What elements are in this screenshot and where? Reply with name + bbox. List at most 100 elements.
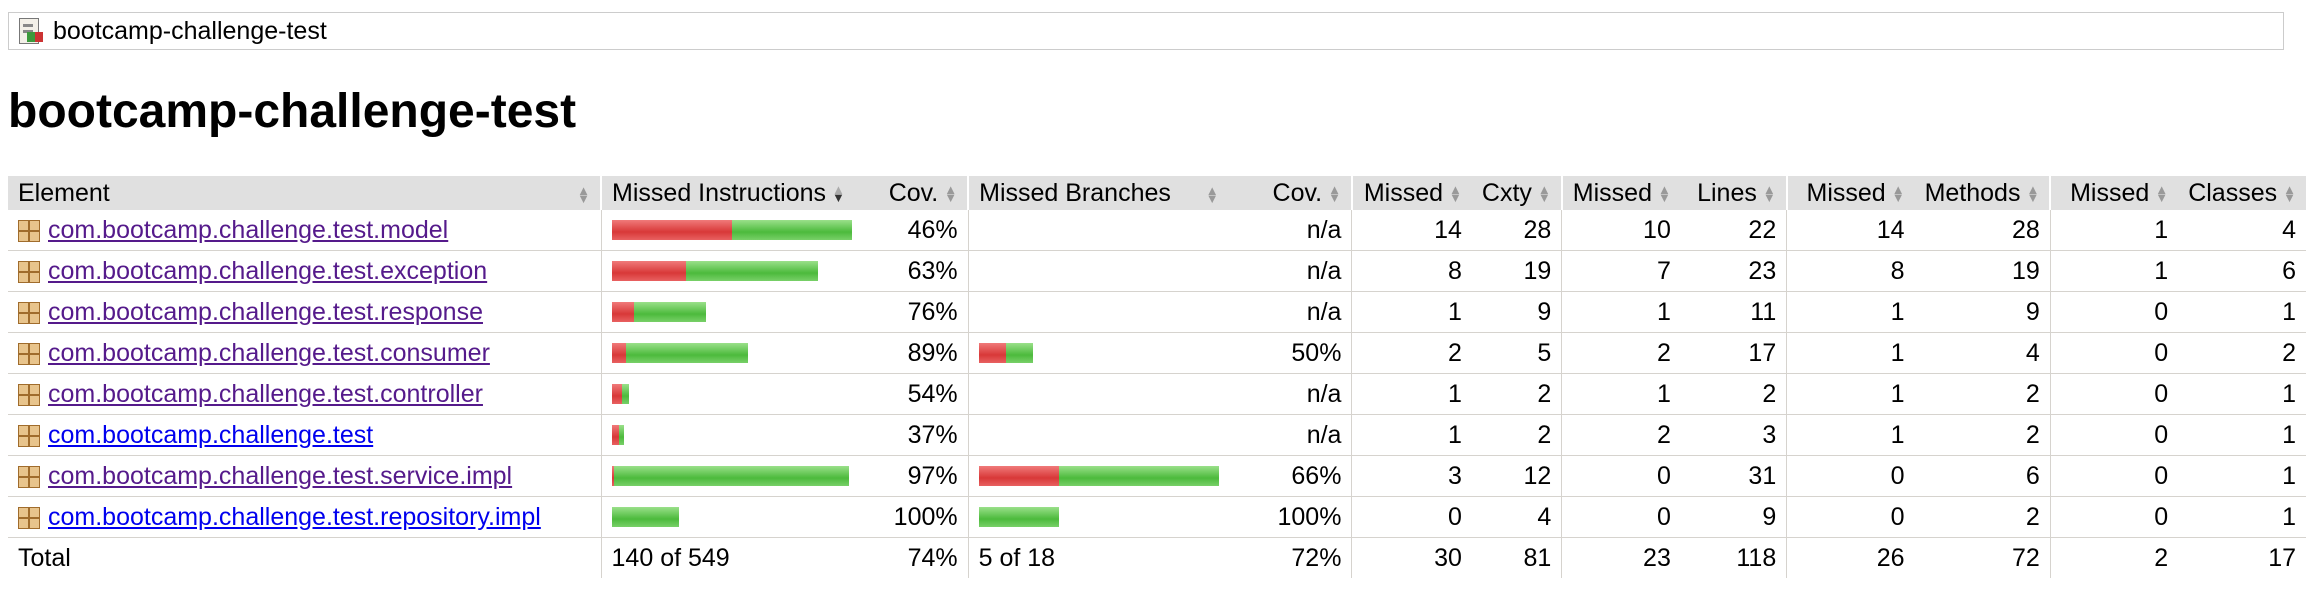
col-header-cxty[interactable]: Cxty ▲ ▼ [1471,176,1563,210]
branches-bar-covered [1005,343,1033,363]
package-icon [18,383,40,406]
total-lines: 118 [1680,537,1788,578]
package-link[interactable]: com.bootcamp.challenge.test.exception [48,256,488,285]
package-link[interactable]: com.bootcamp.challenge.test.model [48,215,449,244]
lines-missed: 7 [1561,250,1681,292]
sort-icon: ▲ ▼ [1762,181,1776,205]
branch-cov: n/a [1228,210,1353,251]
page-title: bootcamp-challenge-test [8,85,577,138]
total-cxty: 81 [1471,537,1563,578]
branch-cov: n/a [1228,250,1353,292]
col-header-instr-cov[interactable]: Cov. ▲ ▼ [878,176,970,210]
methods-missed: 0 [1786,455,1915,497]
package-link[interactable]: com.bootcamp.challenge.test [48,420,374,449]
cxty-missed: 8 [1351,250,1472,292]
col-header-branch-cov[interactable]: Cov. ▲ ▼ [1228,176,1353,210]
table-row: com.bootcamp.challenge.test.exception 63%… [8,250,2306,292]
methods: 28 [1914,210,2051,251]
cxty-missed: 1 [1351,373,1472,415]
element-cell: com.bootcamp.challenge.test [8,414,602,456]
col-header-classes-missed[interactable]: Missed ▲ ▼ [2050,176,2179,210]
package-link[interactable]: com.bootcamp.challenge.test.controller [48,379,483,408]
total-row: Total 140 of 549 74% 5 of 18 72% 30 81 2… [8,537,2306,578]
table-row: com.bootcamp.challenge.test.consumer 89% 5… [8,332,2306,374]
instructions-bar [611,343,869,363]
sort-icon: ▲ ▼ [944,181,958,205]
instructions-bar-missed [611,343,626,363]
package-icon [18,342,40,365]
lines: 23 [1680,250,1788,292]
classes: 2 [2178,332,2306,374]
col-header-methods-missed[interactable]: Missed ▲ ▼ [1786,176,1915,210]
classes: 6 [2178,250,2306,292]
classes-missed: 0 [2050,291,2179,333]
methods: 6 [1914,455,2051,497]
package-icon [18,424,40,447]
lines: 11 [1680,291,1788,333]
missed-branches-cell [968,250,1229,292]
classes: 4 [2178,210,2306,251]
package-link[interactable]: com.bootcamp.challenge.test.service.impl [48,461,513,490]
cxty: 2 [1471,373,1563,415]
lines: 31 [1680,455,1788,497]
col-header-missed-instructions[interactable]: Missed Instructions ▲ ▼ [601,176,879,210]
instr-cov: 89% [878,332,969,374]
lines: 22 [1680,210,1788,251]
col-header-classes[interactable]: Classes ▲ ▼ [2178,176,2306,210]
lines-missed: 1 [1561,291,1681,333]
lines: 9 [1680,496,1788,538]
branch-cov: 66% [1228,455,1353,497]
lines: 3 [1680,414,1788,456]
instr-cov: 100% [878,496,969,538]
col-header-lines[interactable]: Lines ▲ ▼ [1680,176,1788,210]
cxty: 5 [1471,332,1563,374]
total-lines-missed: 23 [1561,537,1681,578]
instructions-bar [611,384,869,404]
col-header-element[interactable]: Element ▲ ▼ [8,176,603,210]
lines-missed: 0 [1561,455,1681,497]
table-row: com.bootcamp.challenge.test.response 76% n… [8,291,2306,333]
missed-instructions-cell [601,373,879,415]
table-row: com.bootcamp.challenge.test.repository.i… [8,496,2306,538]
total-branches: 5 of 18 [968,537,1229,578]
classes-missed: 0 [2050,414,2179,456]
missed-branches-cell [968,291,1229,333]
lines-missed: 2 [1561,414,1681,456]
sort-icon: ▲ ▼ [1537,181,1551,205]
missed-instructions-cell [601,210,879,251]
table-row: com.bootcamp.challenge.test 37% n/a 1 2 2 3 1 2 0… [8,414,2306,456]
methods: 2 [1914,496,2051,538]
col-header-lines-missed[interactable]: Missed ▲ ▼ [1561,176,1681,210]
missed-branches-cell [968,210,1229,251]
sort-icon: ▲ ▼ [1657,181,1671,205]
col-header-missed-branches[interactable]: Missed Branches ▲ ▼ [968,176,1229,210]
col-header-methods[interactable]: Methods ▲ ▼ [1914,176,2052,210]
instructions-bar [611,466,869,486]
package-icon [18,506,40,529]
package-link[interactable]: com.bootcamp.challenge.test.response [48,297,483,326]
missed-instructions-cell [601,250,879,292]
classes-missed: 0 [2050,496,2179,538]
branch-cov: 50% [1228,332,1353,374]
methods-missed: 14 [1786,210,1915,251]
lines: 2 [1680,373,1788,415]
package-link[interactable]: com.bootcamp.challenge.test.repository.i… [48,502,541,531]
missed-instructions-cell [601,414,879,456]
missed-branches-cell [968,332,1229,374]
methods: 9 [1914,291,2051,333]
cxty: 2 [1471,414,1563,456]
branches-bar-missed [978,343,1006,363]
cxty-missed: 0 [1351,496,1472,538]
package-icon [18,301,40,324]
total-methods-missed: 26 [1786,537,1915,578]
table-row: com.bootcamp.challenge.test.model 46% n/a 1… [8,210,2306,251]
sort-icon: ▲ ▼ [2155,181,2169,205]
branches-bar-covered [1058,466,1219,486]
branches-bar-covered [978,507,1059,527]
col-header-cxty-missed[interactable]: Missed ▲ ▼ [1351,176,1472,210]
total-classes: 17 [2178,537,2306,578]
total-methods: 72 [1914,537,2051,578]
cxty-missed: 14 [1351,210,1472,251]
package-link[interactable]: com.bootcamp.challenge.test.consumer [48,338,490,367]
branch-cov: n/a [1228,414,1353,456]
